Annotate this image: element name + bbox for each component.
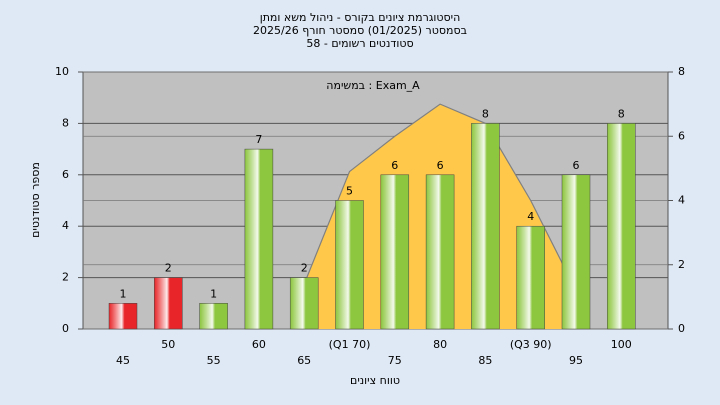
- bar: [335, 200, 364, 330]
- value-label: 4: [527, 210, 534, 223]
- x-tick-label: 50: [161, 338, 175, 351]
- x-tick-label: 55: [207, 354, 221, 367]
- value-label: 2: [301, 262, 308, 275]
- chart-subtitle: סטודנטים רשומים - 58: [306, 37, 413, 50]
- x-tick-label: (Q3 90): [510, 338, 552, 351]
- value-label: 8: [618, 107, 625, 120]
- y-tick-label: 10: [55, 65, 69, 78]
- y-tick-label: 8: [62, 116, 69, 129]
- y-tick-label: 0: [62, 322, 69, 335]
- bar: [607, 123, 636, 330]
- value-label: 2: [165, 262, 172, 275]
- curve-line: [303, 103, 577, 291]
- x-tick-label: (Q1 70): [329, 338, 371, 351]
- x-tick-label: 60: [252, 338, 266, 351]
- bar: [289, 277, 319, 330]
- annotation: במשימה : Exam_A: [326, 79, 420, 92]
- y-tick-label: 4: [62, 219, 69, 232]
- y-tick-label: 6: [62, 168, 69, 181]
- x-tick-label: 95: [569, 354, 583, 367]
- x-tick-label: 85: [478, 354, 492, 367]
- value-label: 5: [346, 185, 353, 198]
- x-tick-label: 100: [611, 338, 632, 351]
- y-tick-label: 2: [62, 271, 69, 284]
- bar: [471, 123, 500, 330]
- value-label: 6: [573, 159, 580, 172]
- x-axis-label: טווח ציונים: [350, 374, 400, 387]
- bar: [244, 148, 274, 330]
- chart-title: היסטוגרמת ציונים בקורס - ניהול משא ומתן: [260, 11, 461, 24]
- bar: [380, 174, 410, 330]
- chart-subtitle: בסמסטר (01/2025) סמסטר חורף 2025/26: [253, 24, 467, 37]
- value-label: 1: [120, 287, 127, 300]
- bar: [425, 174, 455, 330]
- bar: [154, 277, 183, 330]
- value-label: 6: [437, 159, 444, 172]
- y2-tick-label: 4: [678, 194, 685, 207]
- x-tick-label: 65: [297, 354, 311, 367]
- x-tick-label: 45: [116, 354, 130, 367]
- x-tick-label: 75: [388, 354, 402, 367]
- y2-tick-label: 8: [678, 65, 685, 78]
- value-label: 6: [391, 159, 398, 172]
- value-label: 7: [255, 133, 262, 146]
- bar: [561, 174, 591, 330]
- bar: [108, 303, 138, 330]
- y-axis-label: מספר סטודנטים: [29, 162, 42, 238]
- bar: [199, 303, 228, 330]
- value-label: 1: [210, 287, 217, 300]
- y2-tick-label: 6: [678, 129, 685, 142]
- y2-tick-label: 2: [678, 258, 685, 271]
- y2-tick-label: 0: [678, 322, 685, 335]
- value-label: 8: [482, 107, 489, 120]
- x-tick-label: 80: [433, 338, 447, 351]
- bar: [516, 225, 545, 330]
